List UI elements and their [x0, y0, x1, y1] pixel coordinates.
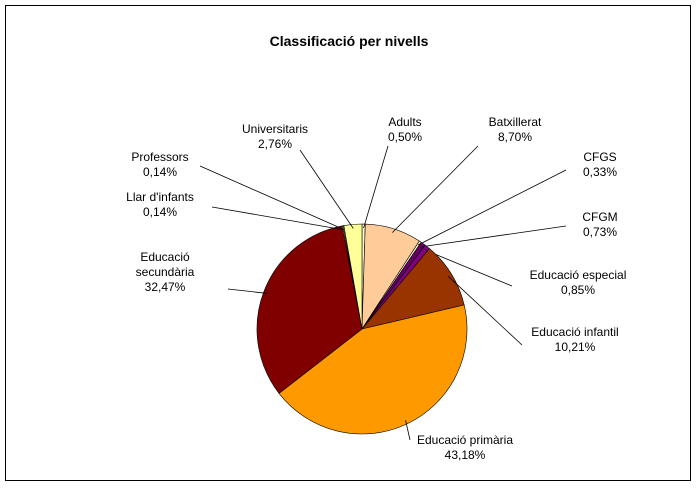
- pie-slice: [343, 223, 363, 330]
- leader-line: [447, 275, 523, 346]
- slice-label: Educació secundària 32,47%: [125, 250, 205, 295]
- slice-label: Professors 0,14%: [131, 150, 188, 180]
- slice-name: Educació infantil: [531, 325, 619, 339]
- slice-name: Educació secundària: [135, 250, 195, 279]
- slice-name: CFGS: [583, 150, 617, 164]
- slice-name: Batxillerat: [488, 115, 542, 129]
- chart-title: Classificació per nivells: [269, 33, 429, 49]
- leader-line: [424, 249, 513, 287]
- slice-label: Educació infantil 10,21%: [531, 325, 618, 355]
- leader-line: [392, 145, 479, 233]
- slice-label: CFGS 0,33%: [583, 150, 617, 180]
- slice-label: Adults 0,50%: [388, 115, 422, 145]
- slice-value: 0,14%: [142, 165, 178, 179]
- slice-value: 32,47%: [144, 280, 186, 294]
- slice-name: Llar d'infants: [126, 190, 194, 204]
- leader-line: [420, 225, 567, 248]
- slice-value: 0,50%: [387, 130, 423, 144]
- leader-line: [199, 165, 345, 230]
- leader-line: [299, 149, 354, 229]
- leader-line: [405, 420, 411, 441]
- slice-name: Universitaris: [241, 122, 309, 136]
- slice-label: Batxillerat 8,70%: [489, 115, 542, 145]
- pie-slice: [278, 304, 468, 435]
- leader-line: [417, 169, 567, 246]
- slice-name: CFGM: [582, 210, 618, 224]
- leader-line: [227, 288, 268, 294]
- slice-label: Llar d'infants 0,14%: [126, 190, 194, 220]
- slice-value: 10,21%: [554, 340, 596, 354]
- leader-line: [211, 206, 344, 231]
- slice-value: 43,18%: [444, 448, 486, 462]
- slice-value: 0,85%: [560, 283, 596, 297]
- slice-value: 0,14%: [142, 205, 178, 219]
- slice-value: 2,76%: [257, 137, 293, 151]
- pie-slice: [256, 225, 363, 394]
- slice-value: 0,73%: [582, 225, 618, 239]
- slice-label: CFGM 0,73%: [582, 210, 617, 240]
- slice-name: Educació especial: [529, 268, 627, 282]
- slice-label: Educació primària 43,18%: [417, 433, 513, 463]
- slice-value: 0,33%: [582, 165, 618, 179]
- leader-line: [363, 145, 389, 229]
- slice-name: Educació primària: [416, 433, 514, 447]
- slice-label: Educació especial 0,85%: [530, 268, 627, 298]
- slice-name: Adults: [388, 115, 422, 129]
- slice-name: Professors: [131, 150, 189, 164]
- slice-label: Universitaris 2,76%: [242, 122, 308, 152]
- slice-value: 8,70%: [497, 130, 533, 144]
